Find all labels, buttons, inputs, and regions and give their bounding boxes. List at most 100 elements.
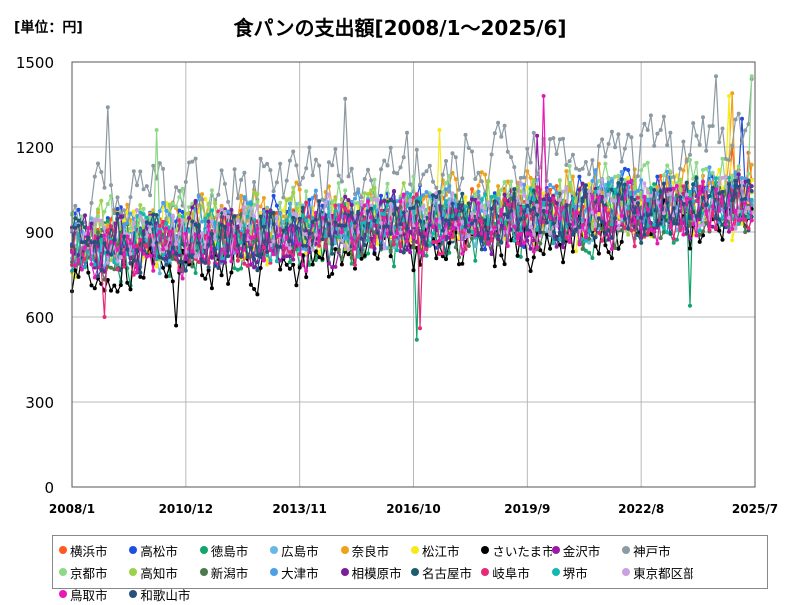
data-point: [561, 239, 566, 244]
data-point: [313, 249, 318, 254]
legend-item: 奈良市: [340, 539, 411, 561]
legend-marker-icon: [410, 546, 419, 554]
data-point: [440, 251, 445, 256]
x-tick-label: 2019/9: [504, 502, 550, 516]
data-point: [255, 292, 260, 297]
data-point: [525, 185, 530, 189]
data-point: [609, 235, 614, 240]
data-point: [730, 198, 735, 203]
data-point: [268, 258, 273, 263]
legend-item: 松江市: [410, 539, 481, 561]
data-point: [603, 243, 608, 248]
data-point: [460, 208, 465, 213]
data-point: [596, 195, 601, 200]
data-point: [570, 196, 575, 201]
data-point: [512, 224, 517, 229]
data-point: [284, 218, 289, 223]
data-point: [460, 229, 465, 234]
data-point: [167, 212, 172, 217]
data-point: [694, 214, 699, 219]
data-point: [177, 213, 182, 218]
legend-item: 大津市: [270, 561, 340, 583]
legend-item: 堺市: [551, 561, 622, 583]
data-point: [457, 187, 461, 192]
data-point: [460, 176, 465, 181]
data-point: [486, 236, 491, 241]
data-point: [122, 223, 126, 227]
data-point: [291, 208, 296, 213]
data-point: [297, 216, 302, 221]
data-point: [421, 253, 426, 258]
data-point: [128, 287, 133, 292]
data-point: [73, 268, 78, 273]
data-point: [105, 260, 110, 265]
x-tick-label: 2016/10: [386, 502, 440, 516]
data-point: [177, 188, 182, 193]
data-point: [652, 143, 657, 148]
data-point: [463, 195, 468, 200]
data-point: [297, 201, 302, 206]
data-point: [596, 144, 601, 149]
legend-label: 京都市: [70, 565, 108, 581]
data-point: [83, 240, 87, 244]
data-point: [453, 198, 458, 203]
data-point: [587, 172, 592, 177]
data-point: [287, 201, 292, 206]
data-point: [596, 211, 601, 216]
data-point: [661, 211, 666, 216]
data-point: [470, 197, 474, 202]
data-point: [206, 224, 211, 229]
data-point: [385, 224, 390, 229]
data-point: [440, 254, 445, 259]
data-point: [740, 180, 744, 185]
data-point: [616, 173, 621, 178]
data-point: [743, 179, 748, 184]
data-point: [691, 222, 696, 227]
data-point: [346, 213, 351, 218]
data-point: [502, 212, 507, 217]
data-point: [496, 196, 501, 201]
data-point: [239, 193, 244, 198]
data-point: [339, 179, 344, 184]
data-point: [336, 203, 341, 208]
data-point: [665, 187, 670, 192]
data-point: [479, 170, 484, 175]
data-point: [239, 240, 244, 245]
data-point: [613, 145, 618, 150]
data-point: [115, 247, 120, 252]
data-point: [655, 174, 660, 179]
data-point: [606, 207, 611, 212]
data-point: [574, 249, 579, 254]
data-point: [79, 267, 84, 272]
legend-marker-icon: [129, 590, 138, 598]
data-point: [326, 241, 331, 246]
data-point: [564, 235, 569, 240]
data-point: [131, 222, 136, 227]
data-point: [613, 246, 618, 250]
data-point: [720, 237, 725, 242]
data-point: [655, 184, 660, 189]
data-point: [525, 169, 530, 174]
data-point: [135, 248, 139, 253]
data-point: [73, 216, 78, 221]
data-point: [658, 236, 663, 241]
data-point: [255, 268, 260, 273]
legend-label: 広島市: [281, 543, 319, 559]
data-point: [694, 160, 699, 165]
data-point: [252, 265, 257, 270]
data-point: [112, 267, 117, 272]
data-point: [414, 221, 419, 226]
data-point: [609, 256, 614, 261]
data-point: [353, 220, 357, 225]
data-point: [239, 266, 244, 271]
data-point: [190, 255, 195, 259]
data-point: [619, 159, 624, 164]
data-point: [235, 224, 240, 229]
data-point: [216, 266, 221, 270]
data-point: [457, 222, 461, 227]
data-point: [287, 246, 292, 251]
data-point: [736, 111, 741, 116]
data-point: [515, 227, 520, 232]
data-point: [180, 276, 185, 281]
data-point: [658, 221, 663, 226]
